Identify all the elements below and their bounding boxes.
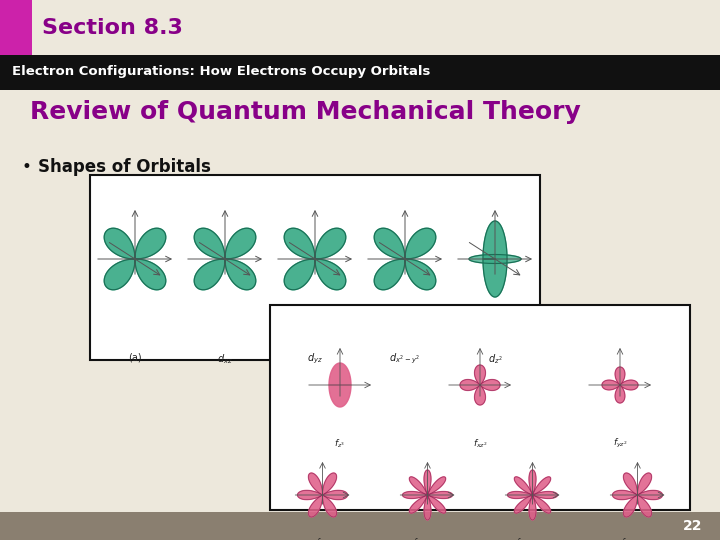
Polygon shape xyxy=(613,473,662,517)
Polygon shape xyxy=(194,228,256,290)
Polygon shape xyxy=(402,470,452,520)
Polygon shape xyxy=(374,228,436,290)
Bar xyxy=(270,305,690,510)
Text: $f_{x(x^2-3y^2)}$: $f_{x(x^2-3y^2)}$ xyxy=(516,537,549,540)
Text: $d_{z^2}$: $d_{z^2}$ xyxy=(487,352,503,366)
Text: $f_{xz^2}$: $f_{xz^2}$ xyxy=(472,437,487,449)
Polygon shape xyxy=(508,470,557,520)
Bar xyxy=(90,175,540,360)
Polygon shape xyxy=(602,367,638,403)
Text: $f_{yz^2}$: $f_{yz^2}$ xyxy=(613,437,627,450)
Polygon shape xyxy=(329,385,351,407)
Text: $f_{xyz}$: $f_{xyz}$ xyxy=(315,537,330,540)
Bar xyxy=(0,0,32,55)
Bar xyxy=(0,0,720,55)
Polygon shape xyxy=(329,363,351,385)
Bar xyxy=(0,512,720,540)
Polygon shape xyxy=(297,473,348,517)
Text: $f_{z^3}$: $f_{z^3}$ xyxy=(334,437,346,449)
Text: $d_{x^2-y^2}$: $d_{x^2-y^2}$ xyxy=(390,352,420,367)
Text: $d_{xz}$: $d_{xz}$ xyxy=(217,352,233,366)
Text: Electron Configurations: How Electrons Occupy Orbitals: Electron Configurations: How Electrons O… xyxy=(12,65,431,78)
Bar xyxy=(0,55,720,90)
Polygon shape xyxy=(483,259,507,297)
Text: $f_{z(x^2-y^2)}$: $f_{z(x^2-y^2)}$ xyxy=(413,537,442,540)
Text: Review of Quantum Mechanical Theory: Review of Quantum Mechanical Theory xyxy=(30,100,581,124)
Text: 22: 22 xyxy=(683,519,702,533)
Polygon shape xyxy=(104,228,166,290)
Text: $d_{yz}$: $d_{yz}$ xyxy=(307,352,323,367)
Polygon shape xyxy=(460,365,500,405)
Polygon shape xyxy=(483,221,507,259)
Text: Shapes of Orbitals: Shapes of Orbitals xyxy=(38,158,211,176)
Text: Section 8.3: Section 8.3 xyxy=(42,18,183,38)
Polygon shape xyxy=(284,228,346,290)
Polygon shape xyxy=(469,254,521,264)
Text: •: • xyxy=(22,158,32,176)
Text: (a): (a) xyxy=(128,352,142,362)
Text: $f_{y(3x^2-y^2)}$: $f_{y(3x^2-y^2)}$ xyxy=(621,537,654,540)
